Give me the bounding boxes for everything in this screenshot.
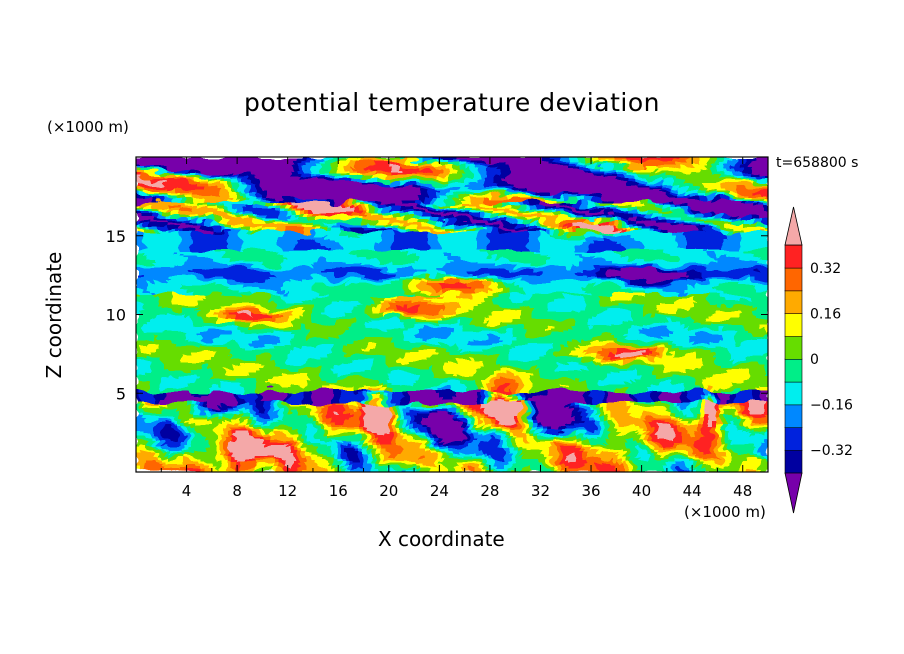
- contour-field: [136, 157, 769, 473]
